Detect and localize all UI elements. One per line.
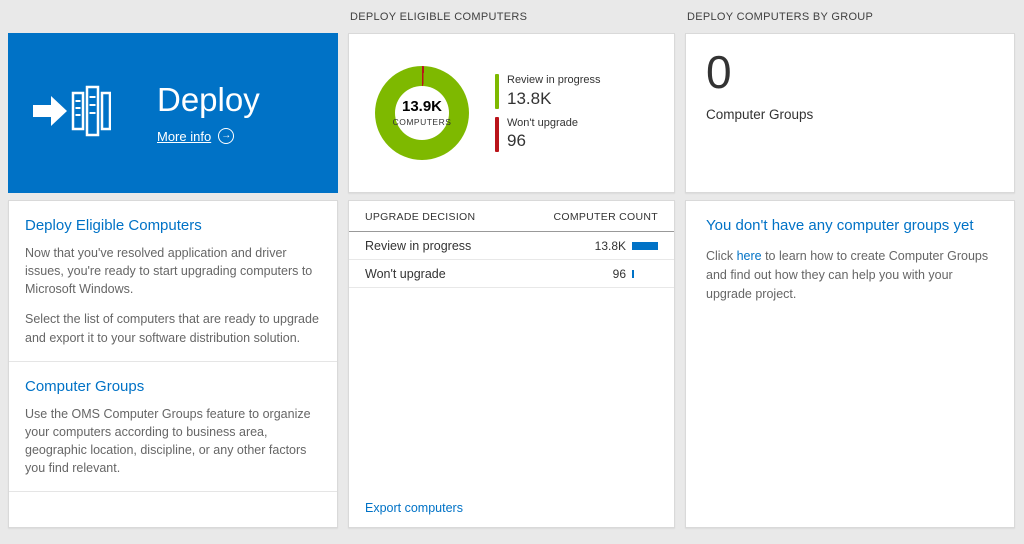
donut-total-label: COMPUTERS xyxy=(392,116,452,127)
donut-chart: 13.9K COMPUTERS xyxy=(375,66,469,160)
export-computers-link[interactable]: Export computers xyxy=(365,501,463,515)
deploy-arrow-icon xyxy=(33,82,112,145)
more-info-label: More info xyxy=(157,128,212,144)
deploy-description-card: Deploy Eligible Computers Now that you'v… xyxy=(8,200,338,528)
no-groups-heading: You don't have any computer groups yet xyxy=(706,217,974,234)
donut-legend: Review in progress 13.8K Won't upgrade 9… xyxy=(495,74,601,152)
deploy-description-paragraph: Now that you've resolved application and… xyxy=(25,246,313,297)
computer-groups-paragraph: Use the OMS Computer Groups feature to o… xyxy=(25,406,311,475)
row-label: Won't upgrade xyxy=(365,266,446,281)
computer-groups-heading: Computer Groups xyxy=(25,377,145,395)
deploy-tile[interactable]: Deploy More info → xyxy=(8,33,338,193)
legend-label: Review in progress xyxy=(507,74,601,87)
no-computer-groups-card: You don't have any computer groups yet C… xyxy=(685,200,1015,528)
deploy-eligible-computers-column: DEPLOY ELIGIBLE COMPUTERS 13.9K COMPUTER… xyxy=(348,0,675,528)
row-value: 96 xyxy=(612,266,626,281)
legend-label: Won't upgrade xyxy=(507,117,579,129)
green-swatch-icon xyxy=(495,74,499,109)
computer-groups-count-card[interactable]: 0 Computer Groups xyxy=(685,33,1015,193)
dashboard-columns: Deploy More info → Deploy Eligible Compu… xyxy=(8,0,1015,528)
row-bar xyxy=(632,269,634,278)
deploy-description-paragraph: Select the list of computers that are re… xyxy=(25,312,319,345)
deploy-eligible-computers-section: Deploy Eligible Computers Now that you'v… xyxy=(9,201,337,362)
upgrade-decision-table-card: UPGRADE DECISION COMPUTER COUNT Review i… xyxy=(348,200,675,528)
left-column-header-spacer xyxy=(8,0,338,33)
column-header-computer-count: COMPUTER COUNT xyxy=(553,211,658,223)
legend-value: 96 xyxy=(507,131,526,151)
no-groups-text-before: Click xyxy=(706,249,737,263)
red-swatch-icon xyxy=(495,117,499,152)
donut-hole xyxy=(395,86,449,140)
eligible-computers-donut-card[interactable]: 13.9K COMPUTERS Review in progress 13.8K xyxy=(348,33,675,193)
column-header-upgrade-decision: UPGRADE DECISION xyxy=(365,211,476,223)
legend-text: Review in progress 13.8K xyxy=(507,74,601,109)
computer-groups-count-label: Computer Groups xyxy=(706,106,814,122)
table-header-row: UPGRADE DECISION COMPUTER COUNT xyxy=(349,201,674,232)
computer-groups-section: Computer Groups Use the OMS Computer Gro… xyxy=(9,362,337,493)
row-bar xyxy=(632,241,658,250)
no-groups-text: Click here to learn how to create Comput… xyxy=(706,247,994,303)
deploy-eligible-computers-heading: Deploy Eligible Computers xyxy=(25,217,202,234)
donut-total-value: 13.9K xyxy=(401,98,443,116)
donut-center-text: 13.9K COMPUTERS xyxy=(375,66,469,160)
info-card-empty-area xyxy=(9,492,337,527)
deploy-computers-by-group-column: DEPLOY COMPUTERS BY GROUP 0 Computer Gro… xyxy=(685,0,1015,528)
computer-groups-count: 0 xyxy=(706,46,732,98)
deploy-eligible-computers-header: DEPLOY ELIGIBLE COMPUTERS xyxy=(350,10,528,23)
legend-item-wont-upgrade: Won't upgrade 96 xyxy=(495,117,601,152)
deploy-tile-title: Deploy xyxy=(157,80,260,118)
table-row[interactable]: Review in progress 13.8K xyxy=(349,232,674,260)
legend-item-review-in-progress: Review in progress 13.8K xyxy=(495,74,601,109)
arrow-right-circle-icon: → xyxy=(218,128,235,145)
deploy-computers-by-group-header: DEPLOY COMPUTERS BY GROUP xyxy=(687,10,874,23)
legend-text: Won't upgrade 96 xyxy=(507,117,578,152)
row-label: Review in progress xyxy=(365,238,472,253)
legend-value: 13.8K xyxy=(507,88,552,108)
here-link[interactable]: here xyxy=(736,249,762,263)
table-row[interactable]: Won't upgrade 96 xyxy=(349,260,674,288)
deploy-tile-text: Deploy More info → xyxy=(157,80,260,145)
deploy-overview-column: Deploy More info → Deploy Eligible Compu… xyxy=(8,0,338,528)
no-groups-text-after: to learn how to create Computer Groups a… xyxy=(706,249,989,301)
row-bar-track xyxy=(632,241,658,250)
row-value: 13.8K xyxy=(594,238,626,253)
more-info-link[interactable]: More info → xyxy=(157,128,260,145)
row-bar-track xyxy=(632,269,658,278)
